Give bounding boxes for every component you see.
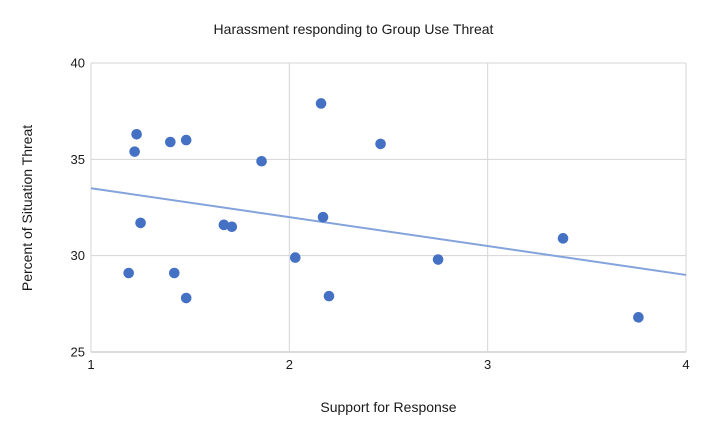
y-tick-label: 30 [71,248,85,263]
data-point[interactable] [432,254,444,265]
data-point[interactable] [180,292,192,304]
data-point[interactable] [557,233,569,244]
data-point[interactable] [123,267,134,279]
x-axis-title: Support for Response [320,399,457,415]
data-point[interactable] [135,217,146,229]
y-tick-label: 25 [71,345,85,360]
y-tick-label: 40 [71,56,85,71]
data-point[interactable] [317,211,329,223]
data-point[interactable] [289,252,301,263]
x-tick-label: 2 [286,357,293,372]
x-tick-label: 1 [87,357,94,372]
data-point[interactable] [375,138,386,150]
trendline [90,187,687,276]
data-point[interactable] [131,128,142,140]
data-point[interactable] [256,155,267,167]
data-point[interactable] [165,136,176,148]
x-tick-label: 3 [484,357,491,372]
data-point[interactable] [226,221,238,233]
chart-title: Harassment responding to Group Use Threa… [213,21,494,37]
data-point[interactable] [315,98,327,109]
data-point[interactable] [323,290,335,302]
data-point[interactable] [180,134,192,146]
data-point[interactable] [218,219,230,231]
x-tick-label: 4 [682,357,689,372]
data-point[interactable] [633,312,644,323]
y-tick-label: 35 [71,152,85,167]
data-point[interactable] [169,267,180,279]
data-point[interactable] [129,146,140,157]
